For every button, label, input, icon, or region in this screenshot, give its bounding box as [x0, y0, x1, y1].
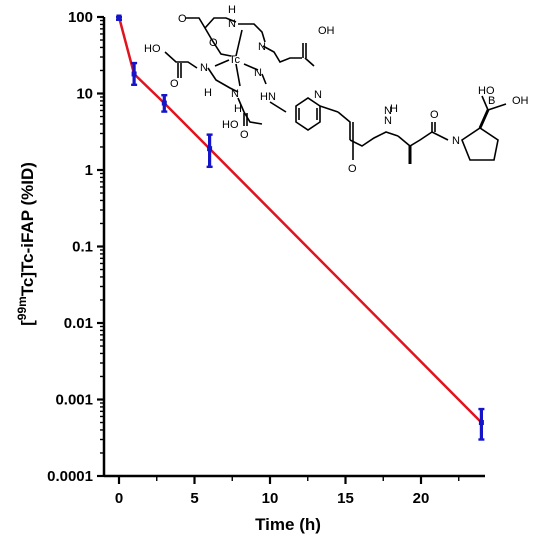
y-tick-label: 0.0001 [47, 468, 93, 485]
svg-text:O: O [178, 13, 187, 25]
y-ticks: 100 10 1 0.1 0.01 0.001 0.0001 [47, 9, 104, 485]
x-tick-label: 20 [413, 490, 430, 507]
x-tick-label: 5 [190, 490, 198, 507]
x-axis-title: Time (h) [255, 515, 321, 534]
svg-text:O: O [430, 109, 439, 121]
svg-text:O: O [240, 129, 249, 141]
svg-text:O: O [348, 163, 357, 175]
x-tick-label: 0 [115, 490, 123, 507]
data-point [161, 94, 168, 113]
svg-text:Tc: Tc [229, 54, 241, 66]
structure-bonds [164, 17, 507, 164]
y-tick-label: 0.01 [64, 315, 93, 332]
data-point [131, 61, 138, 86]
y-tick-label: 10 [76, 86, 93, 103]
svg-text:B: B [488, 95, 495, 107]
point-marker [131, 71, 137, 77]
data-point [116, 14, 122, 21]
svg-text:OH: OH [318, 25, 335, 37]
x-tick-label: 10 [262, 490, 279, 507]
svg-text:H: H [390, 103, 398, 115]
y-tick-label: 100 [68, 9, 93, 26]
svg-text:N: N [200, 62, 208, 74]
svg-text:HO: HO [144, 43, 161, 55]
data-point [478, 407, 485, 441]
x-ticks: 0 5 10 15 20 [115, 476, 460, 507]
svg-text:HO: HO [478, 85, 495, 97]
svg-text:H: H [234, 103, 242, 115]
x-tick-label: 15 [337, 490, 354, 507]
y-axis-title: [99mTc]Tc-iFAP (%ID) [15, 162, 37, 326]
y-axis-title-superscript: 99m [15, 296, 29, 320]
axes [102, 17, 485, 478]
svg-text:N: N [231, 88, 239, 100]
svg-text:N: N [314, 89, 322, 101]
data-point [206, 133, 213, 169]
svg-text:HO: HO [222, 119, 239, 131]
point-marker [116, 14, 122, 20]
y-tick-label: 1 [85, 162, 93, 179]
svg-text:O: O [170, 78, 179, 90]
svg-text:N: N [254, 67, 262, 79]
svg-text:N: N [258, 41, 266, 53]
data-points [116, 14, 485, 441]
svg-text:H: H [204, 87, 212, 99]
y-axis-title-main: Tc]Tc-iFAP (%ID) [18, 162, 37, 296]
point-marker [478, 420, 484, 426]
y-tick-label: 0.1 [72, 239, 93, 256]
chemical-structure: O H N O N OH HO O N Tc N H N HN N H HO O… [144, 4, 529, 175]
svg-text:HN: HN [260, 91, 276, 103]
structure-atom-labels: O H N O N OH HO O N Tc N H N HN N H HO O… [144, 4, 529, 175]
point-marker [207, 146, 213, 152]
svg-text:N: N [384, 115, 392, 127]
svg-text:N: N [384, 105, 392, 117]
y-axis-title-prefix: [ [18, 320, 37, 326]
svg-text:N: N [452, 135, 460, 147]
svg-text:H: H [228, 4, 236, 16]
svg-text:OH: OH [512, 95, 529, 107]
y-tick-label: 0.001 [55, 392, 93, 409]
point-marker [161, 100, 167, 106]
svg-text:O: O [209, 37, 218, 49]
svg-text:N: N [228, 18, 236, 30]
